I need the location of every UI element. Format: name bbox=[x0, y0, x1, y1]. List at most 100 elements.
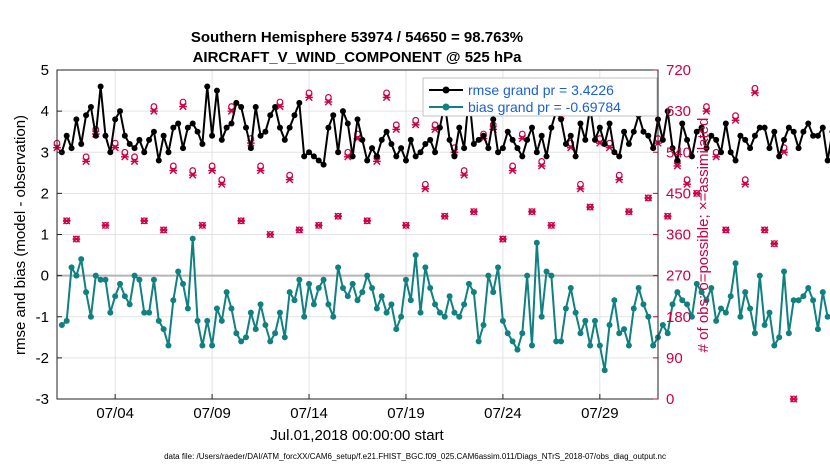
rmse-point bbox=[548, 124, 555, 131]
bias-point bbox=[339, 284, 346, 291]
rmse-point bbox=[189, 120, 196, 127]
bias-point bbox=[548, 272, 555, 279]
y-tick-label-left: 4 bbox=[41, 103, 49, 120]
bias-point bbox=[78, 256, 85, 263]
x-tick-label: 07/09 bbox=[193, 405, 231, 422]
bias-point bbox=[92, 272, 99, 279]
rmse-point bbox=[92, 132, 99, 139]
bias-point bbox=[344, 293, 351, 300]
bias-point bbox=[286, 289, 293, 296]
bias-line bbox=[61, 237, 830, 372]
rmse-point bbox=[722, 120, 729, 127]
rmse-point bbox=[785, 124, 792, 131]
obs-assimilated-marker bbox=[411, 121, 420, 129]
rmse-point bbox=[611, 149, 618, 156]
bias-point bbox=[427, 284, 434, 291]
obs-possible-marker bbox=[305, 89, 313, 97]
rmse-point bbox=[126, 141, 133, 148]
rmse-point bbox=[504, 128, 511, 135]
rmse-point bbox=[790, 128, 797, 135]
rmse-point bbox=[262, 128, 269, 135]
bias-point bbox=[296, 276, 303, 283]
bias-point bbox=[436, 309, 443, 316]
rmse-point bbox=[146, 136, 153, 143]
rmse-point bbox=[558, 116, 565, 123]
rmse-point bbox=[732, 157, 739, 164]
rmse-point bbox=[281, 136, 288, 143]
rmse-point bbox=[218, 136, 225, 143]
obs-possible-marker bbox=[615, 171, 623, 179]
rmse-point bbox=[233, 99, 240, 106]
obs-assimilated-marker bbox=[421, 185, 430, 193]
y-tick-label-right: 0 bbox=[666, 391, 674, 408]
obs-assimilated-marker bbox=[751, 89, 759, 97]
obs-assimilated-marker bbox=[625, 207, 633, 216]
rmse-point bbox=[436, 124, 443, 131]
obs-assimilated-marker bbox=[324, 98, 333, 106]
rmse-point bbox=[209, 132, 216, 139]
rmse-point bbox=[247, 145, 254, 152]
obs-assimilated-marker bbox=[712, 153, 721, 161]
bias-point bbox=[446, 293, 453, 300]
y-tick-label-left: -1 bbox=[36, 309, 49, 326]
rmse-point bbox=[698, 124, 705, 131]
rmse-point bbox=[451, 153, 458, 160]
bias-point bbox=[228, 305, 235, 312]
rmse-point bbox=[567, 132, 574, 139]
bias-point bbox=[790, 297, 797, 304]
bias-point bbox=[737, 313, 744, 320]
rmse-point bbox=[257, 132, 264, 139]
obs-possible-marker bbox=[732, 112, 739, 120]
bias-point bbox=[155, 317, 162, 324]
rmse-point bbox=[87, 104, 94, 111]
obs-possible-marker bbox=[383, 89, 390, 97]
rmse-point bbox=[480, 132, 487, 139]
bias-point bbox=[470, 289, 477, 296]
rmse-point bbox=[427, 136, 434, 143]
bias-point bbox=[785, 330, 792, 337]
bias-point bbox=[747, 305, 754, 312]
y-tick-label-left: -2 bbox=[36, 350, 49, 367]
obs-assimilated-marker bbox=[508, 166, 517, 175]
bias-point bbox=[117, 280, 124, 287]
rmse-point bbox=[572, 153, 579, 160]
rmse-point bbox=[582, 136, 589, 143]
obs-assimilated-marker bbox=[382, 93, 391, 102]
legend-box bbox=[422, 77, 658, 117]
bias-point bbox=[432, 301, 439, 308]
x-axis-label: Jul.01,2018 00:00:00 start bbox=[270, 427, 444, 444]
rmse-point bbox=[291, 112, 298, 119]
rmse-point bbox=[141, 149, 148, 156]
bias-point bbox=[83, 289, 90, 296]
bias-point bbox=[199, 342, 206, 349]
rmse-point bbox=[761, 124, 768, 131]
bias-point bbox=[606, 321, 613, 328]
obs-assimilated-marker bbox=[373, 157, 381, 166]
rmse-point bbox=[475, 136, 482, 143]
bias-point bbox=[771, 342, 778, 349]
bias-point bbox=[611, 297, 618, 304]
bias-point bbox=[684, 301, 691, 308]
obs-possible-marker bbox=[392, 121, 400, 129]
obs-assimilated-marker bbox=[314, 221, 323, 230]
y-tick-label-left: 2 bbox=[41, 185, 49, 202]
obs-assimilated-marker bbox=[460, 171, 468, 179]
bias-point bbox=[141, 309, 148, 316]
bias-point bbox=[247, 309, 254, 316]
bias-point bbox=[136, 276, 143, 283]
rmse-point bbox=[165, 149, 172, 156]
bias-point bbox=[795, 297, 802, 304]
rmse-point bbox=[514, 145, 521, 152]
x-tick-label: 07/24 bbox=[484, 405, 522, 422]
bias-point bbox=[567, 284, 574, 291]
rmse-point bbox=[83, 112, 90, 119]
rmse-point bbox=[674, 157, 681, 164]
bias-point bbox=[538, 313, 545, 320]
rmse-point bbox=[369, 145, 376, 152]
bias-point bbox=[582, 317, 589, 324]
bias-point bbox=[218, 317, 225, 324]
obs-possible-marker bbox=[169, 162, 177, 170]
rmse-point bbox=[63, 132, 70, 139]
obs-assimilated-marker bbox=[692, 189, 701, 198]
legend: rmse grand pr = 3.4226 bias grand pr = -… bbox=[422, 77, 658, 117]
